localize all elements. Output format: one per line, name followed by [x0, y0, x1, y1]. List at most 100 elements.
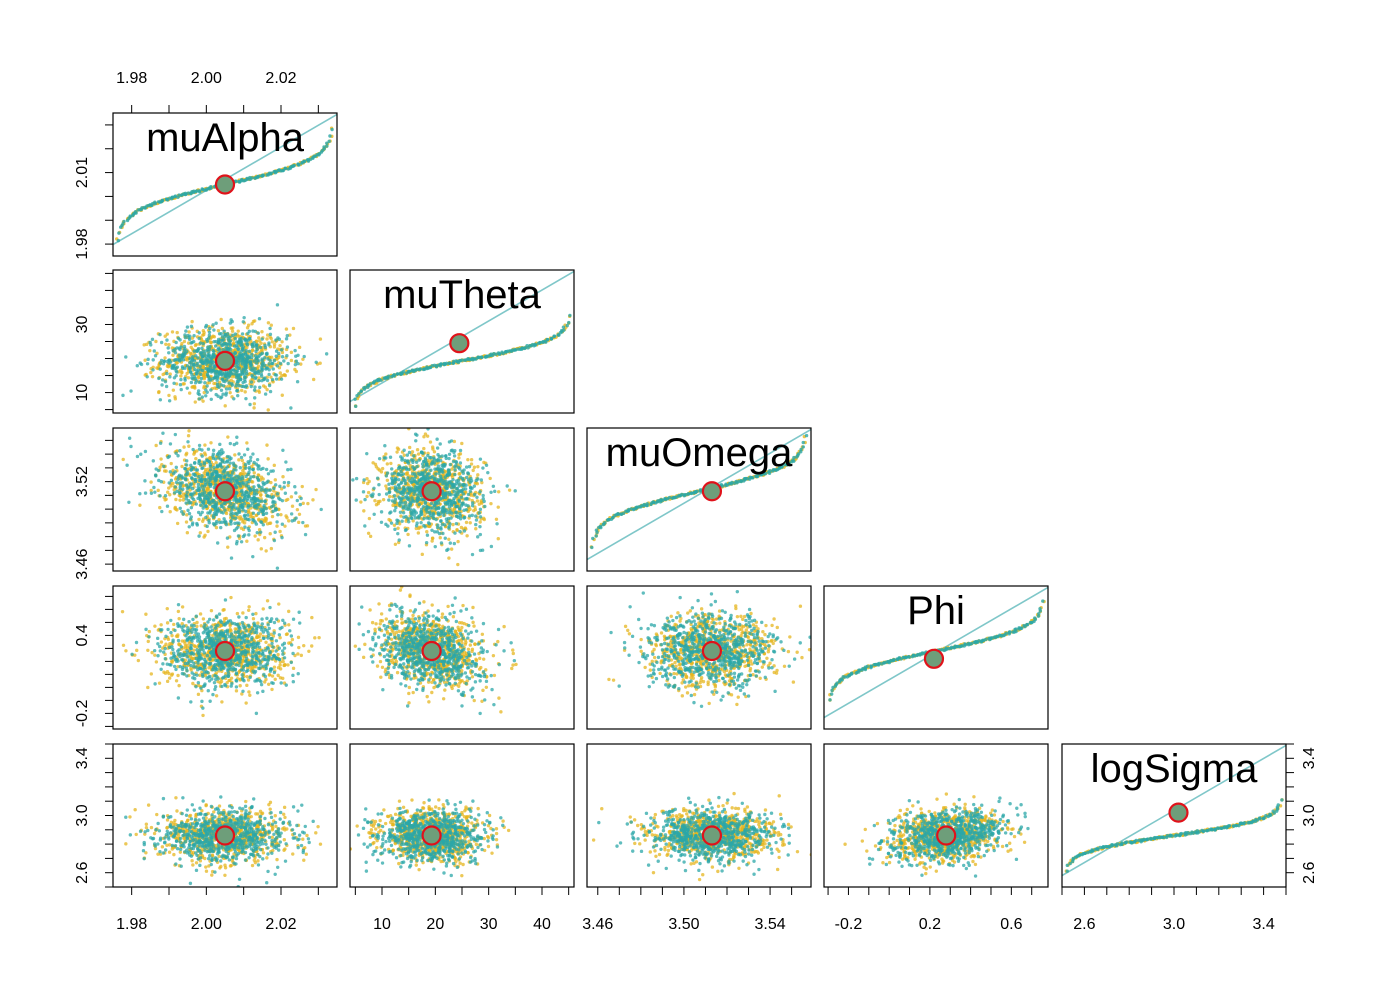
sample-point — [152, 349, 156, 353]
sample-point — [462, 508, 466, 512]
sample-point — [463, 515, 467, 520]
sample-point — [387, 498, 391, 502]
sample-point — [184, 463, 189, 467]
sample-point — [236, 358, 241, 363]
sample-point — [203, 443, 207, 447]
sample-point — [253, 396, 257, 400]
sample-point — [260, 351, 264, 356]
sample-point — [250, 352, 254, 357]
panel-muAlpha-vs-muAlpha: muAlpha — [112, 112, 338, 257]
sample-point — [205, 524, 209, 529]
sample-point — [262, 377, 266, 382]
sample-point — [405, 453, 410, 457]
sample-point — [223, 404, 227, 408]
sample-point — [311, 377, 316, 382]
sample-point — [245, 326, 250, 330]
sample-point — [319, 507, 323, 512]
sample-point — [224, 391, 229, 395]
sample-point — [248, 503, 253, 508]
sample-point — [300, 484, 304, 489]
sample-point — [163, 498, 167, 502]
sample-point — [206, 529, 210, 534]
sample-point — [283, 524, 287, 528]
sample-point — [250, 368, 255, 372]
sample-point — [279, 348, 284, 352]
sample-point — [394, 505, 398, 510]
sample-point — [271, 367, 275, 371]
sample-point — [450, 511, 454, 515]
sample-point — [397, 495, 401, 499]
sample-point — [237, 383, 241, 388]
sample-point — [389, 521, 394, 525]
sample-point — [182, 495, 186, 499]
sample-point — [163, 356, 167, 360]
panel-border — [349, 269, 575, 414]
sample-point — [458, 513, 463, 518]
sample-point — [192, 340, 196, 344]
sample-point — [160, 378, 165, 382]
sample-point — [284, 327, 289, 331]
sample-point — [422, 446, 426, 451]
sample-point — [444, 482, 448, 486]
sample-point — [297, 512, 302, 517]
sample-point — [241, 345, 246, 349]
sample-point — [237, 366, 242, 370]
sample-point — [243, 375, 248, 379]
sample-point — [230, 515, 235, 520]
sample-point — [197, 459, 201, 463]
sample-point — [221, 505, 225, 509]
sample-point — [257, 354, 261, 358]
sample-point — [366, 490, 371, 495]
sample-point — [161, 431, 165, 435]
sample-point — [212, 465, 216, 470]
sample-point — [475, 481, 480, 486]
sample-point — [219, 525, 223, 530]
sample-point — [244, 484, 249, 488]
sample-point — [216, 394, 220, 398]
sample-point — [442, 523, 447, 527]
sample-point — [410, 511, 414, 515]
sample-point — [457, 489, 461, 493]
sample-point — [476, 464, 480, 469]
sample-point — [226, 545, 230, 549]
sample-point — [435, 525, 440, 530]
panel-border — [112, 112, 338, 257]
sample-point — [466, 472, 471, 476]
sample-point — [447, 472, 452, 477]
sample-point — [194, 502, 198, 506]
sample-point — [225, 460, 229, 464]
sample-point — [173, 351, 178, 355]
sample-point — [468, 507, 472, 512]
sample-point — [203, 467, 208, 472]
sample-point — [454, 463, 458, 467]
sample-point — [422, 516, 426, 521]
sample-point — [286, 361, 290, 366]
sample-point — [496, 505, 500, 509]
sample-point — [452, 439, 457, 444]
sample-point — [196, 368, 200, 372]
sample-point — [188, 473, 192, 478]
sample-point — [501, 351, 505, 356]
sample-point — [477, 511, 481, 515]
sample-point — [197, 474, 201, 479]
sample-point — [280, 522, 285, 526]
sample-point — [235, 441, 239, 445]
sample-point — [262, 535, 267, 540]
sample-point — [173, 395, 177, 399]
sample-point — [176, 477, 180, 482]
sample-point — [200, 454, 204, 458]
sample-point — [464, 490, 468, 494]
sample-point — [197, 517, 201, 522]
sample-point — [411, 472, 415, 476]
sample-point — [236, 507, 240, 511]
sample-point — [424, 464, 428, 468]
sample-point — [150, 374, 155, 379]
sample-point — [272, 538, 277, 543]
sample-point — [212, 340, 216, 344]
sample-point — [216, 329, 221, 333]
sample-point — [464, 465, 469, 469]
sample-point — [260, 337, 264, 341]
sample-point — [200, 395, 205, 399]
sample-point — [387, 487, 391, 491]
sample-point — [220, 448, 224, 452]
